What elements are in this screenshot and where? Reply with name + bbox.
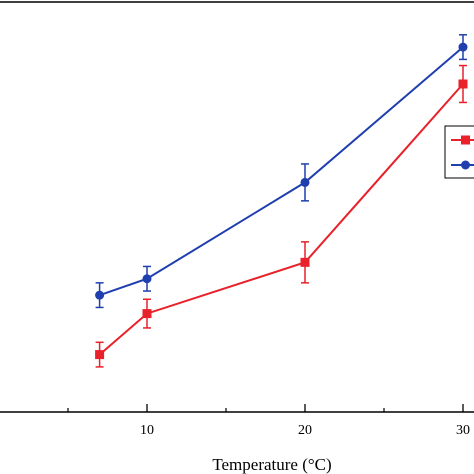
- series-1: [95, 64, 468, 368]
- legend-marker: [461, 135, 470, 145]
- data-point: [142, 309, 152, 319]
- series-2: [95, 34, 468, 309]
- data-point: [458, 42, 468, 52]
- data-point: [300, 177, 310, 187]
- x-tick-label: 10: [140, 423, 154, 438]
- data-point: [142, 274, 152, 284]
- legend: [444, 125, 474, 179]
- series-line: [99, 46, 464, 297]
- x-axis-title: Temperature (°C): [212, 455, 331, 474]
- data-point: [95, 350, 105, 360]
- data-point: [458, 79, 468, 89]
- x-tick-label: 20: [298, 423, 312, 438]
- series-layer: [95, 34, 468, 368]
- plot-frame: [0, 1, 474, 413]
- x-axis: 10 20 30: [67, 404, 470, 438]
- legend-item-1: [451, 135, 474, 145]
- plot-border: [0, 1, 474, 413]
- data-point: [300, 257, 310, 267]
- legend-item-2: [451, 160, 474, 170]
- data-point: [95, 290, 105, 300]
- series-line: [98, 83, 464, 356]
- x-tick-label: 30: [456, 423, 470, 438]
- legend-marker: [461, 160, 470, 170]
- legend-box: [444, 125, 474, 179]
